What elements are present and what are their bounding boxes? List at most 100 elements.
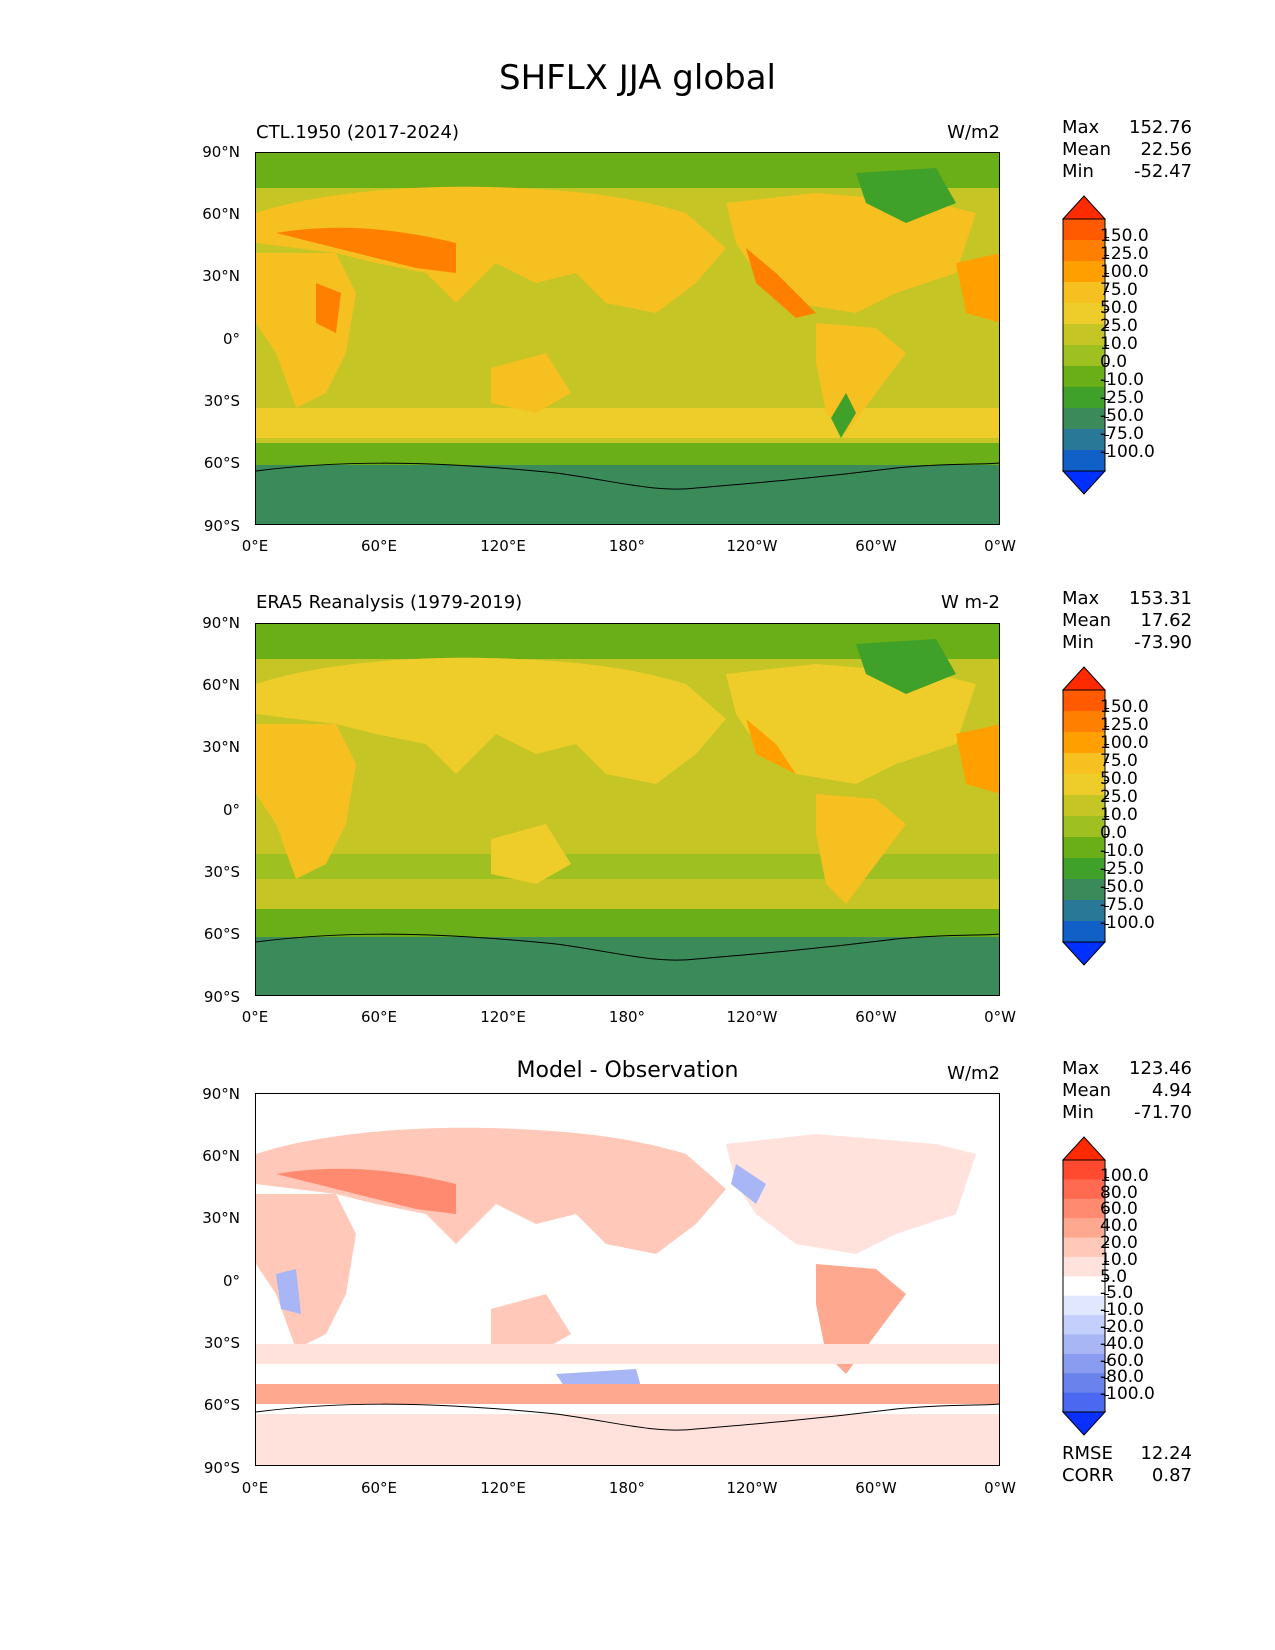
colorbar-tick-label: -50.0 [1100, 406, 1144, 426]
stat-corr: 0.87 [1151, 1465, 1192, 1486]
lon-label: 120°W [726, 537, 778, 555]
lon-label: 0°E [241, 1479, 269, 1497]
lat-label: 30°N [202, 738, 240, 756]
stat-label: Mean [1062, 610, 1112, 631]
colorbar-tick-label: -10.0 [1100, 1300, 1144, 1321]
lon-label: 180° [608, 537, 646, 555]
colorbar-tick-label: 20.0 [1100, 1233, 1138, 1253]
colorbar-tick [1104, 327, 1109, 328]
lon-label: 0°W [984, 537, 1016, 555]
stat-label: Max [1062, 588, 1100, 609]
lat-label: 90°S [203, 517, 240, 535]
colorbar-tick [1104, 1227, 1109, 1229]
stat-min: -73.90 [1133, 632, 1192, 653]
colorbar-tick-label: -5.0 [1100, 1283, 1134, 1304]
colorbar-segment [1063, 837, 1105, 859]
stat-label: Max [1062, 1058, 1100, 1079]
stat-mean: 22.56 [1140, 139, 1192, 160]
lat-label: 0° [222, 801, 240, 819]
colorbar-tick [1104, 852, 1109, 853]
colorbar-tick-label: 40.0 [1100, 1216, 1138, 1237]
map-model [255, 152, 1000, 525]
colorbar-segment [1063, 690, 1105, 712]
colorbar-tick [1104, 780, 1109, 781]
colorbar-segment [1063, 282, 1105, 304]
colorbar-extend-max [1061, 666, 1107, 691]
colorbar-segment [1063, 1295, 1105, 1316]
stat-label: Min [1062, 632, 1094, 653]
colorbar-tick-label: -10.0 [1100, 841, 1144, 861]
colorbar-segment [1063, 858, 1105, 880]
colorbar-tick-label: -60.0 [1100, 1350, 1144, 1371]
colorbar-segment [1063, 879, 1105, 901]
colorbar-tick-label: -20.0 [1100, 1317, 1144, 1337]
lat-label: 90°N [202, 1085, 240, 1103]
colorbar-tick-label: -75.0 [1100, 424, 1144, 444]
lat-label: 0° [222, 330, 240, 348]
panel-units: W m-2 [940, 592, 1000, 613]
colorbar-tick-label: 50.0 [1100, 769, 1138, 789]
lon-label: 180° [608, 1479, 646, 1497]
colorbar-tick-label: 150.0 [1100, 697, 1149, 717]
colorbar-extend-max [1061, 1136, 1107, 1161]
lon-label: 120°W [726, 1479, 778, 1497]
colorbar-tick [1104, 1277, 1109, 1279]
colorbar [1061, 195, 1107, 499]
colorbar-segment [1063, 732, 1105, 754]
stat-label: Max [1062, 117, 1100, 138]
lat-label: 90°N [202, 614, 240, 632]
lat-label: 90°S [203, 988, 240, 1006]
lon-label: 60°E [360, 1479, 398, 1497]
colorbar-tick [1104, 345, 1109, 346]
lat-label: 90°N [202, 143, 240, 161]
colorbar-segment [1063, 324, 1105, 346]
panel-title: ERA5 Reanalysis (1979-2019) [256, 592, 523, 613]
lon-label: 0°E [241, 537, 269, 555]
stats-box: Max 153.31 Mean 17.62 Min -73.90 [1062, 588, 1192, 654]
colorbar-tick [1104, 1328, 1109, 1329]
panel-model: CTL.1950 (2017-2024) W/m2 [0, 0, 1275, 555]
lon-label: 0°E [241, 1008, 269, 1026]
colorbar-tick-label: -10.0 [1100, 370, 1144, 390]
panel-units: W/m2 [947, 1063, 1000, 1084]
colorbar-graphic [1061, 195, 1107, 495]
colorbar-segment [1063, 240, 1105, 262]
panel-units: W/m2 [947, 122, 1000, 143]
colorbar-tick [1104, 417, 1109, 418]
colorbar-tick [1104, 924, 1109, 925]
colorbar-segment [1063, 1198, 1105, 1219]
colorbar-tick-label: 125.0 [1100, 715, 1149, 735]
colorbar-tick-label: 5.0 [1100, 1266, 1128, 1287]
colorbar-segment [1063, 1160, 1105, 1180]
colorbar-tick-label: -100.0 [1100, 442, 1155, 462]
colorbar-tick-label: 60.0 [1100, 1199, 1138, 1220]
colorbar-tick-label: 10.0 [1100, 805, 1138, 825]
colorbar-tick-label: 50.0 [1100, 298, 1138, 318]
lat-label: 60°S [203, 454, 240, 472]
colorbar-segment [1063, 753, 1105, 775]
colorbar-segment [1063, 408, 1105, 430]
stat-max: 153.31 [1129, 588, 1192, 609]
colorbar-tick-label: -100.0 [1100, 913, 1155, 933]
lon-label: 0°W [984, 1008, 1016, 1026]
stat-label: CORR [1062, 1465, 1114, 1486]
stat-label: Min [1062, 161, 1094, 182]
colorbar-segment [1063, 450, 1105, 472]
colorbar-graphic [1061, 1136, 1107, 1436]
colorbar-tick [1104, 870, 1109, 871]
stat-label: Mean [1062, 1080, 1112, 1101]
stat-mean: 4.94 [1151, 1080, 1192, 1101]
lon-label: 120°E [480, 1479, 526, 1497]
colorbar-tick-label: 25.0 [1100, 316, 1138, 336]
colorbar-segment [1063, 1353, 1105, 1374]
colorbar-graphic [1061, 666, 1107, 966]
colorbar-tick [1104, 1344, 1109, 1346]
colorbar [1061, 1136, 1107, 1440]
colorbar-segment [1063, 219, 1105, 241]
panel-title: Model - Observation [516, 1058, 739, 1083]
colorbar-tick [1104, 381, 1109, 382]
lon-label: 60°E [360, 1008, 398, 1026]
stat-max: 152.76 [1129, 117, 1192, 138]
lon-label: 60°W [855, 1479, 897, 1497]
colorbar-tick-label: 10.0 [1100, 1249, 1138, 1270]
